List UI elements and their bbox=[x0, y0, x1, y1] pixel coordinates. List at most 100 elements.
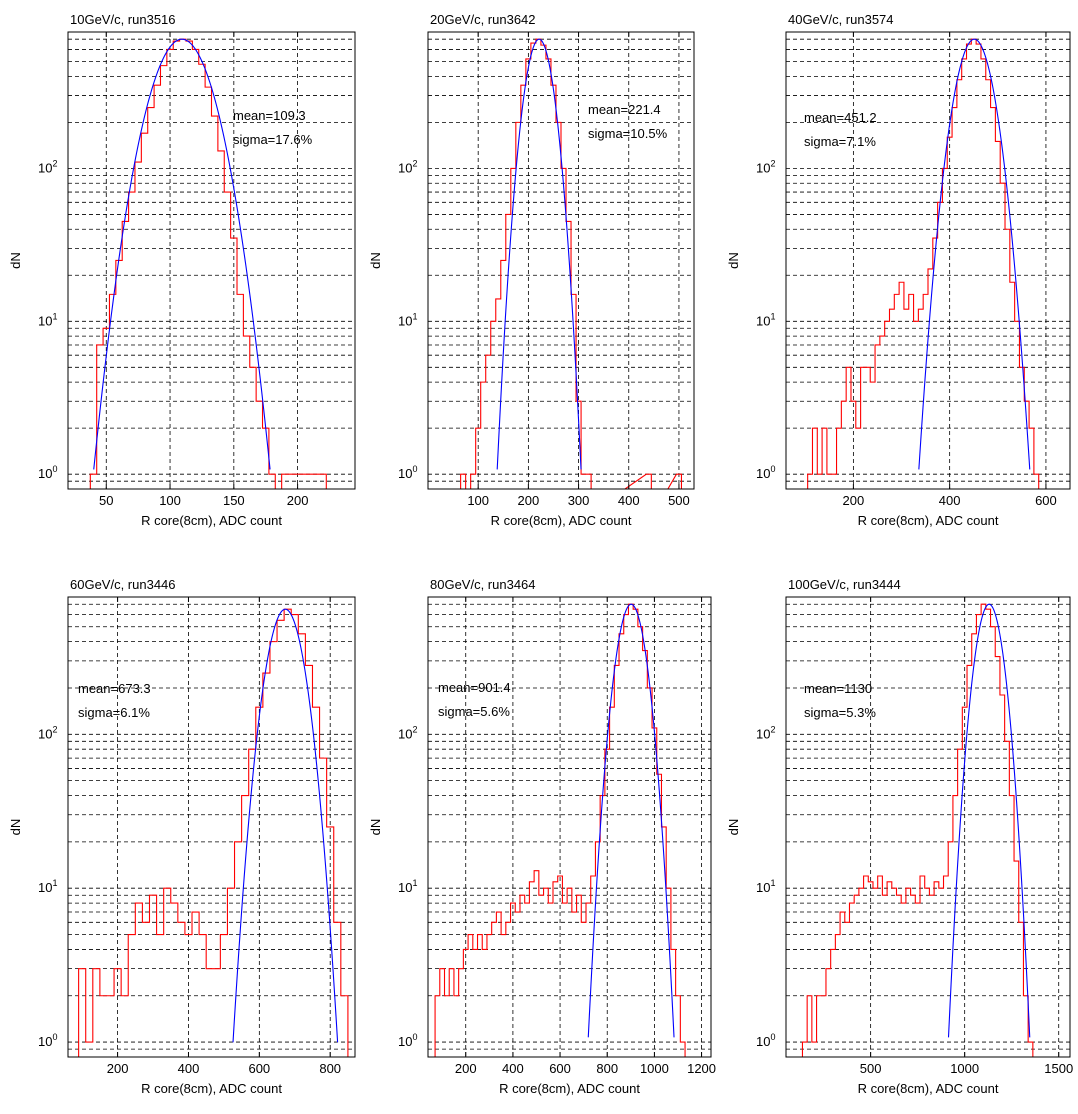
x-axis-label: R core(8cm), ADC count bbox=[858, 1081, 999, 1096]
chart-panel: 200 400 600 800 100 101 102 60GeV/c, run3446 R c… bbox=[8, 577, 356, 1096]
fit-curve bbox=[93, 38, 271, 470]
axes-frame bbox=[427, 31, 695, 490]
y-tick-label: 101 bbox=[38, 311, 57, 328]
histogram-series bbox=[801, 603, 1034, 1057]
chart-title: 80GeV/c, run3464 bbox=[430, 577, 536, 592]
histogram-series bbox=[78, 608, 349, 1057]
axes-frame bbox=[427, 596, 712, 1058]
x-tick-label: 600 bbox=[1035, 493, 1057, 508]
x-tick-label: 600 bbox=[549, 1061, 571, 1076]
y-tick-label: 100 bbox=[756, 464, 775, 481]
fit-annotation: sigma=5.6% bbox=[438, 704, 510, 719]
y-tick-label: 101 bbox=[398, 311, 417, 328]
y-tick-label: 102 bbox=[398, 158, 417, 175]
fit-annotation: mean=1130 bbox=[804, 681, 872, 696]
x-axis-label: R core(8cm), ADC count bbox=[499, 1081, 640, 1096]
x-tick-label: 400 bbox=[178, 1061, 200, 1076]
x-axis-label: R core(8cm), ADC count bbox=[141, 513, 282, 528]
y-axis-label: dN bbox=[726, 252, 741, 269]
axes-frame bbox=[67, 31, 356, 490]
y-axis-label: dN bbox=[8, 252, 23, 269]
y-axis-label: dN bbox=[368, 819, 383, 836]
x-tick-label: 200 bbox=[455, 1061, 477, 1076]
y-tick-label: 102 bbox=[38, 158, 57, 175]
plot-area bbox=[786, 32, 1070, 489]
grid bbox=[786, 32, 1070, 490]
fit-annotation: sigma=5.3% bbox=[804, 705, 876, 720]
fit-annotation: mean=451.2 bbox=[804, 110, 877, 125]
x-tick-label: 50 bbox=[99, 493, 113, 508]
y-tick-label: 101 bbox=[38, 878, 57, 895]
plot-area bbox=[428, 597, 711, 1057]
x-tick-label: 200 bbox=[843, 493, 865, 508]
y-tick-label: 100 bbox=[38, 464, 57, 481]
axes-frame bbox=[67, 596, 356, 1058]
plot-area bbox=[68, 597, 355, 1057]
fit-annotation: sigma=17.6% bbox=[233, 132, 313, 147]
x-tick-label: 400 bbox=[618, 493, 640, 508]
y-tick-label: 101 bbox=[756, 311, 775, 328]
x-tick-label: 200 bbox=[518, 493, 540, 508]
x-axis-label: R core(8cm), ADC count bbox=[141, 1081, 282, 1096]
fit-annotation: mean=673.3 bbox=[78, 681, 151, 696]
plot-area bbox=[786, 597, 1070, 1057]
histogram-series bbox=[434, 603, 686, 1057]
y-tick-label: 100 bbox=[398, 1032, 417, 1049]
fit-curve bbox=[587, 603, 675, 1038]
fit-annotation: mean=221.4 bbox=[588, 102, 661, 117]
x-tick-label: 100 bbox=[159, 493, 181, 508]
axes-frame bbox=[785, 596, 1071, 1058]
fit-curve bbox=[947, 603, 1031, 1038]
x-tick-label: 1000 bbox=[640, 1061, 669, 1076]
grid bbox=[68, 32, 355, 490]
chart-panel: 100 200 300 400 500 100 101 102 20GeV/c, run3642… bbox=[368, 12, 695, 528]
x-tick-label: 600 bbox=[248, 1061, 270, 1076]
x-tick-label: 1000 bbox=[950, 1061, 979, 1076]
y-tick-label: 101 bbox=[756, 878, 775, 895]
fit-curve bbox=[496, 38, 582, 470]
x-axis-label: R core(8cm), ADC count bbox=[858, 513, 999, 528]
fit-curve bbox=[918, 38, 1031, 470]
y-tick-label: 102 bbox=[38, 724, 57, 741]
x-tick-label: 800 bbox=[319, 1061, 341, 1076]
grid bbox=[428, 32, 694, 490]
x-tick-label: 500 bbox=[668, 493, 690, 508]
fit-annotation: mean=109.3 bbox=[233, 108, 306, 123]
x-tick-label: 100 bbox=[467, 493, 489, 508]
fit-curve bbox=[232, 608, 339, 1043]
y-tick-label: 102 bbox=[398, 724, 417, 741]
chart-panel: 500 1000 1500 100 101 102 100GeV/c, run3444 R c… bbox=[726, 577, 1073, 1096]
y-tick-label: 102 bbox=[756, 158, 775, 175]
fit-annotation: mean=901.4 bbox=[438, 680, 511, 695]
plot-area bbox=[428, 32, 694, 489]
y-tick-label: 100 bbox=[38, 1032, 57, 1049]
y-tick-label: 100 bbox=[398, 464, 417, 481]
chart-title: 20GeV/c, run3642 bbox=[430, 12, 536, 27]
chart-title: 10GeV/c, run3516 bbox=[70, 12, 176, 27]
y-tick-label: 102 bbox=[756, 724, 775, 741]
chart-panel: 50 100 150 200 100 101 102 10GeV/c, run3516 R co… bbox=[8, 12, 356, 528]
x-tick-label: 200 bbox=[287, 493, 309, 508]
y-axis-label: dN bbox=[8, 819, 23, 836]
histogram-series bbox=[89, 38, 327, 489]
x-tick-label: 400 bbox=[502, 1061, 524, 1076]
y-tick-label: 101 bbox=[398, 878, 417, 895]
fit-annotation: sigma=7.1% bbox=[804, 134, 876, 149]
fit-annotation: sigma=10.5% bbox=[588, 126, 668, 141]
chart-panel: 200 400 600 800 1000 1200 100 101 102 80GeV/c, ru… bbox=[368, 577, 716, 1096]
x-tick-label: 300 bbox=[568, 493, 590, 508]
axes-frame bbox=[785, 31, 1071, 490]
y-tick-label: 100 bbox=[756, 1032, 775, 1049]
y-axis-label: dN bbox=[726, 819, 741, 836]
x-tick-label: 200 bbox=[107, 1061, 129, 1076]
x-tick-label: 500 bbox=[860, 1061, 882, 1076]
x-tick-label: 150 bbox=[223, 493, 245, 508]
y-axis-label: dN bbox=[368, 252, 383, 269]
histogram-series bbox=[807, 38, 1040, 489]
chart-title: 100GeV/c, run3444 bbox=[788, 577, 901, 592]
chart-title: 60GeV/c, run3446 bbox=[70, 577, 176, 592]
fit-annotation: sigma=6.1% bbox=[78, 705, 150, 720]
x-tick-label: 1500 bbox=[1044, 1061, 1073, 1076]
x-tick-label: 800 bbox=[596, 1061, 618, 1076]
x-tick-label: 1200 bbox=[687, 1061, 716, 1076]
